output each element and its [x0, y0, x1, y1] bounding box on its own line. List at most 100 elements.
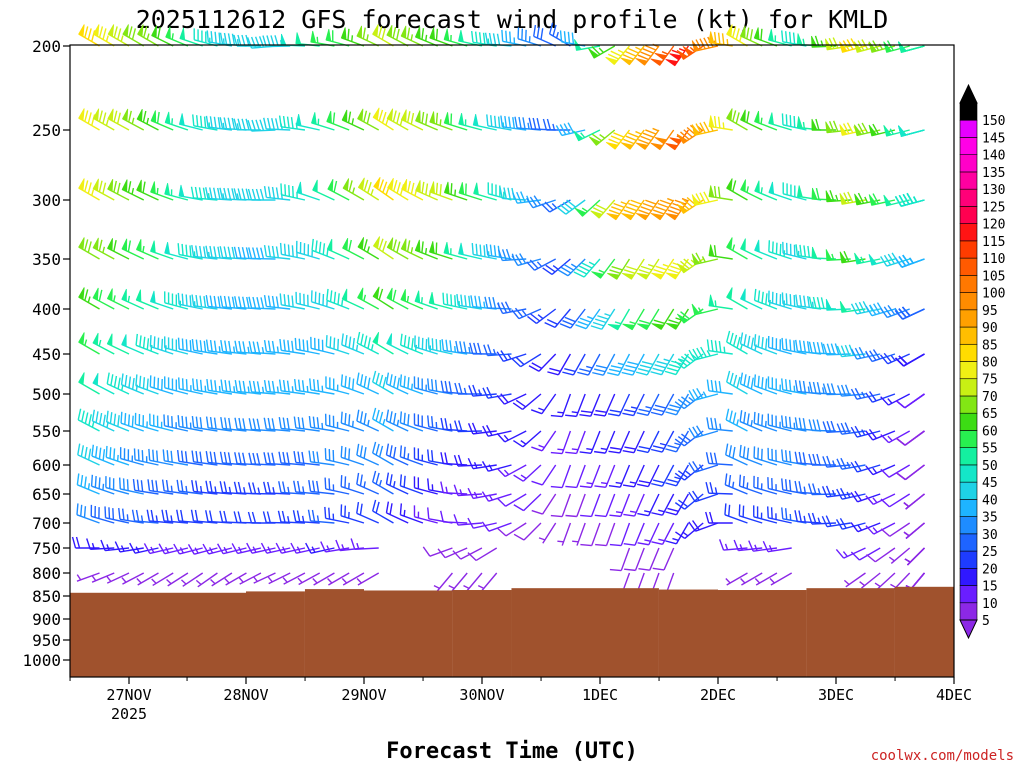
x-tick-label: 28NOV	[223, 686, 268, 704]
wind-barb	[311, 112, 335, 131]
wind-barb	[531, 493, 557, 515]
wind-barb	[293, 378, 320, 395]
wind-barb	[428, 292, 453, 310]
wind-barb	[781, 292, 807, 310]
y-tick-label: 650	[32, 485, 61, 504]
wind-barb	[708, 244, 733, 260]
wind-barb	[161, 509, 189, 524]
wind-barb	[724, 473, 748, 495]
terrain-layer	[70, 586, 954, 677]
wind-barb	[372, 370, 394, 395]
colorbar-label: 80	[982, 356, 998, 371]
wind-barb	[895, 464, 925, 481]
wind-barb	[161, 479, 189, 495]
wind-barb	[233, 511, 261, 524]
wind-barb	[234, 380, 262, 395]
wind-barb	[865, 428, 896, 441]
wind-barb	[708, 294, 733, 310]
wind-barb	[191, 480, 218, 495]
wind-barb	[880, 430, 911, 444]
wind-barb	[624, 547, 645, 572]
wind-barb	[399, 474, 424, 495]
colorbar-label: 45	[982, 476, 998, 491]
wind-barb	[531, 464, 557, 486]
wind-barb	[121, 179, 145, 201]
y-tick-label: 450	[32, 345, 61, 364]
wind-barb	[562, 353, 586, 376]
wind-barb	[372, 407, 394, 432]
x-tick-label: 29NOV	[341, 686, 386, 704]
wind-barb	[513, 464, 542, 482]
wind-barb	[497, 522, 527, 537]
wind-barb	[781, 449, 807, 466]
colorbar-label: 135	[982, 166, 1005, 181]
wind-barb	[277, 510, 305, 524]
wind-barb	[220, 379, 247, 395]
wind-barb	[372, 24, 394, 47]
wind-barb	[248, 296, 276, 310]
wind-barb	[308, 480, 335, 495]
wind-barb	[794, 480, 822, 495]
wind-barb	[119, 447, 144, 466]
wind-barb	[191, 245, 218, 260]
wind-barb	[135, 289, 159, 310]
wind-barb	[511, 307, 542, 320]
wind-barb	[324, 506, 350, 524]
wind-barb	[414, 239, 438, 260]
wind-barb	[150, 110, 174, 131]
wind-barb	[550, 430, 572, 455]
wind-barb	[811, 246, 836, 260]
wind-barb	[263, 452, 291, 466]
wind-barb	[205, 451, 233, 466]
wind-barb	[312, 179, 335, 201]
wind-barb	[310, 336, 335, 355]
wind-barb	[357, 237, 380, 260]
wind-barb	[544, 308, 571, 329]
wind-barb	[458, 113, 483, 131]
wind-barb	[753, 446, 778, 466]
wind-barb	[665, 464, 690, 487]
wind-barb	[895, 464, 925, 481]
wind-barb	[795, 339, 822, 355]
wind-barb	[740, 288, 763, 310]
wind-barb	[118, 507, 144, 524]
wind-barb	[767, 336, 792, 355]
wind-barb	[531, 430, 557, 452]
colorbar-swatch	[959, 412, 978, 431]
wind-barb	[496, 464, 527, 478]
wind-barb	[413, 476, 438, 495]
colorbar-swatch	[959, 188, 978, 207]
wind-barb	[312, 572, 335, 586]
wind-barb	[866, 547, 896, 563]
wind-barb	[836, 384, 866, 397]
wind-barb	[865, 493, 896, 506]
wind-barb	[754, 110, 778, 131]
wind-barb	[807, 512, 836, 525]
wind-barb	[651, 493, 675, 516]
wind-barb	[118, 477, 144, 495]
wind-barb	[356, 372, 380, 395]
wind-barb	[307, 509, 335, 524]
x-tick-label: 4DEC	[936, 686, 972, 704]
colorbar-swatch	[959, 395, 978, 414]
wind-barb	[340, 411, 365, 432]
wind-barb	[822, 343, 851, 356]
wind-barb	[705, 511, 733, 524]
wind-barb	[248, 418, 276, 432]
wind-barb	[294, 337, 320, 355]
colorbar-swatch	[959, 206, 978, 224]
wind-barb	[605, 45, 631, 65]
wind-barb	[471, 243, 497, 260]
wind-barb	[427, 337, 453, 355]
wind-barb	[740, 572, 763, 586]
wind-barb	[356, 572, 380, 586]
wind-barb	[836, 422, 866, 435]
wind-barb	[463, 572, 483, 592]
wind-barb	[440, 510, 468, 524]
wind-barb	[233, 481, 261, 495]
wind-barb	[481, 461, 512, 472]
wind-barb	[895, 393, 925, 409]
wind-barb	[781, 415, 807, 432]
wind-barb	[808, 483, 836, 496]
wind-barb	[556, 199, 586, 215]
